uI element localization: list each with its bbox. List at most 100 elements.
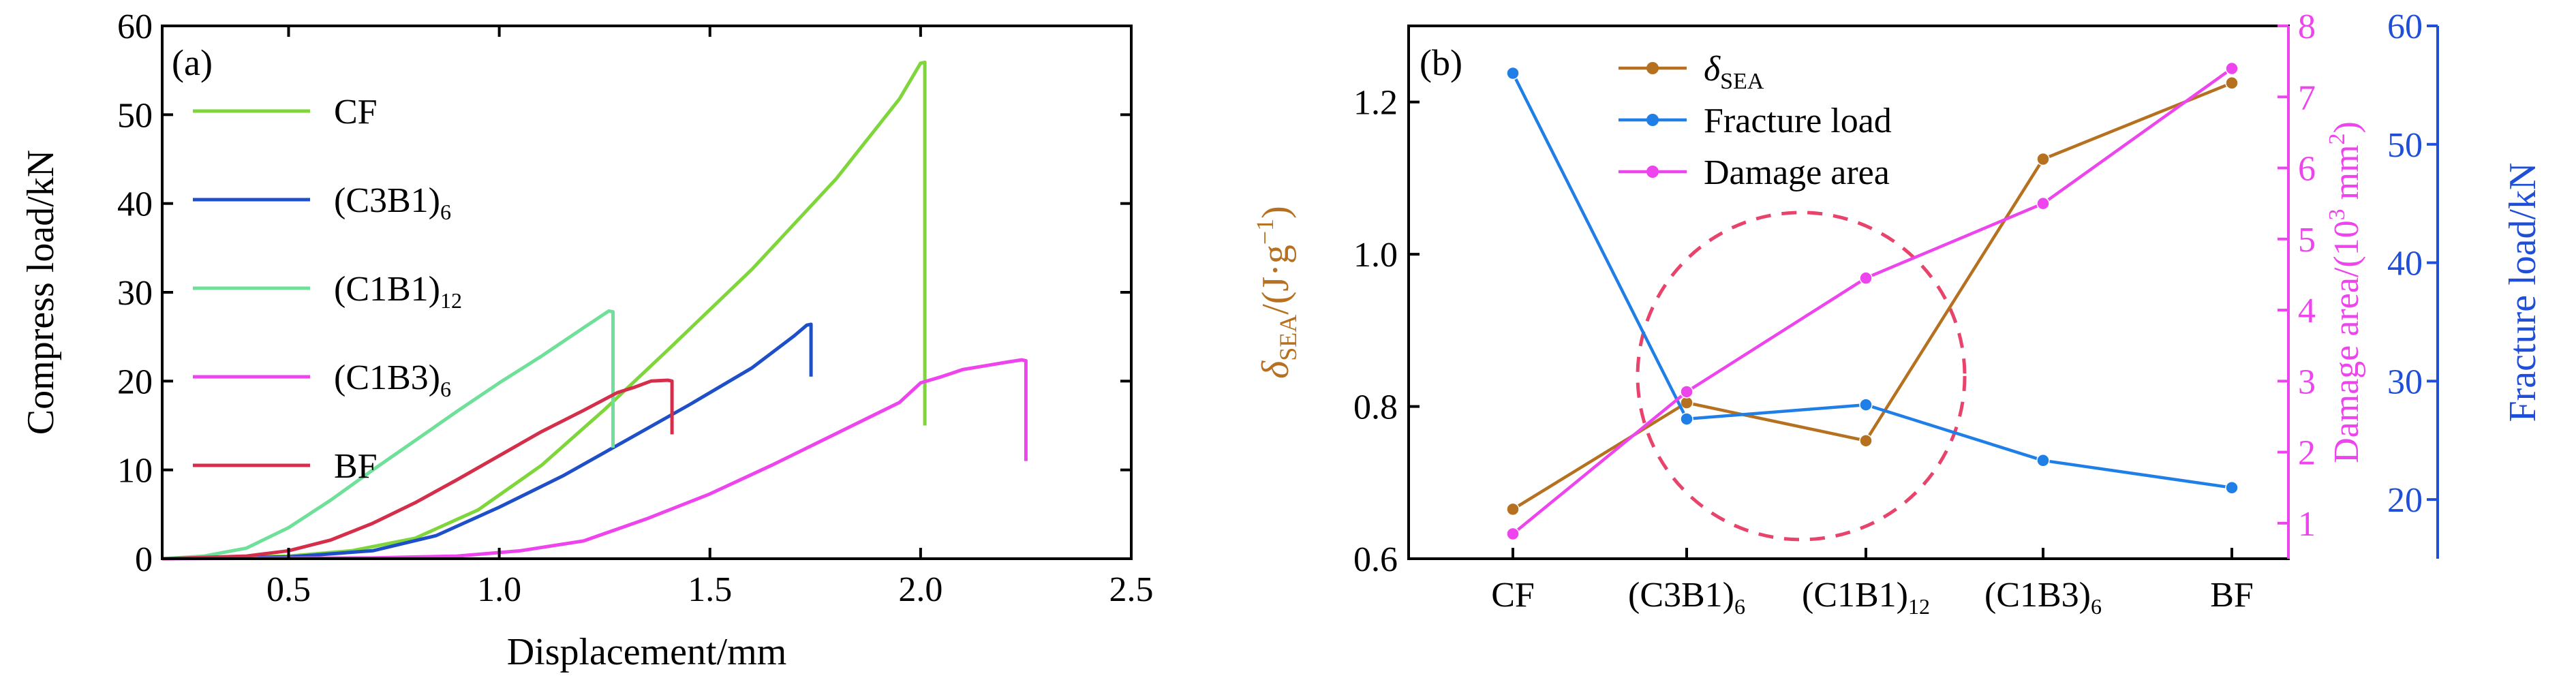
y-left-label-unit: /(J·g bbox=[1255, 245, 1297, 315]
panel-b-sea-damage-fracture-chart: CF (C3B1)6 (C1B1)12 (C1B3)6 BF0.60.81.01.212… bbox=[1251, 7, 2544, 619]
y-right1-tick-label: 6 bbox=[2298, 150, 2316, 189]
legend-label-1-main: (C3B1) bbox=[334, 181, 440, 220]
y-left-tick-label: 1.2 bbox=[1353, 84, 1398, 123]
y-right1-label-sup2: 2 bbox=[2325, 133, 2350, 144]
x-tick-label: 1.0 bbox=[477, 570, 521, 609]
y-left-label-sub: SEA bbox=[1274, 315, 1302, 361]
x-category-label: (C3B1)6 bbox=[1628, 576, 1745, 619]
y-right1-label-sup: 3 bbox=[2325, 208, 2350, 220]
y-tick-label: 10 bbox=[117, 452, 153, 491]
series-marker-1 bbox=[1859, 398, 1873, 412]
legend-label-2-main: (C1B1) bbox=[334, 270, 440, 309]
y-left-label-symbol: δ bbox=[1255, 360, 1297, 379]
legend-label-main: Damage area bbox=[1704, 153, 1890, 192]
x-category-label-sub: 12 bbox=[1908, 594, 1930, 619]
y-right2-axis-label: Fracture load/kN bbox=[2502, 163, 2544, 422]
x-category-label-main: CF bbox=[1491, 576, 1535, 615]
legend-label-3-main: (C1B3) bbox=[334, 358, 440, 397]
y-left-tick-label: 0.8 bbox=[1353, 388, 1398, 427]
x-category-label: (C1B3)6 bbox=[1984, 576, 2102, 619]
y-right1-tick-label: 1 bbox=[2298, 505, 2316, 544]
y-right1-label-unit: mm bbox=[2327, 144, 2366, 208]
x-tick-label: 2.0 bbox=[898, 570, 942, 609]
y-tick-label: 20 bbox=[117, 362, 153, 401]
x-category-label-main: (C1B3) bbox=[1984, 576, 2091, 615]
y-right2-tick-label: 60 bbox=[2387, 7, 2423, 46]
series-marker-1 bbox=[1506, 66, 1520, 80]
x-category-label: CF bbox=[1491, 576, 1535, 615]
legend-marker-0 bbox=[1646, 62, 1659, 74]
y-right1-axis-label: Damage area/(103 mm2) bbox=[2325, 121, 2366, 463]
series-line-4 bbox=[162, 378, 674, 561]
legend-marker-2 bbox=[1646, 166, 1659, 178]
legend-label-1: Fracture load bbox=[1704, 102, 1892, 140]
series-marker-1 bbox=[2036, 454, 2050, 467]
y-right2-tick-label: 30 bbox=[2387, 362, 2423, 401]
y-right1-tick-label: 7 bbox=[2298, 78, 2316, 117]
series-marker-2 bbox=[2036, 196, 2050, 211]
panel-a-compress-load-chart: 0.5 1.0 1.5 2.0 2.5 0 10 20 30 40 50 60 Displacement… bbox=[20, 7, 1154, 673]
legend-label-2: Damage area bbox=[1704, 153, 1890, 192]
x-category-label-main: (C1B1) bbox=[1802, 576, 1908, 615]
legend-label-3: (C1B3)6 bbox=[334, 358, 451, 401]
series-marker-0 bbox=[2036, 152, 2050, 166]
legend-marker-1 bbox=[1646, 114, 1659, 126]
y-axis-label: Compress load/kN bbox=[20, 150, 62, 435]
plot-frame bbox=[161, 25, 1133, 560]
y-left-tick-label: 0.6 bbox=[1353, 540, 1398, 579]
y-right1-tick-label: 8 bbox=[2298, 7, 2316, 46]
legend-label-4: BF bbox=[334, 447, 378, 486]
y-right2-tick-label: 50 bbox=[2387, 126, 2423, 165]
x-category-label: BF bbox=[2210, 576, 2254, 615]
legend-label-main: Fracture load bbox=[1704, 102, 1892, 140]
y-tick-label: 50 bbox=[117, 96, 153, 135]
x-tick-label: 1.5 bbox=[688, 570, 732, 609]
y-right1-label-text: Damage area/(10 bbox=[2327, 220, 2366, 463]
x-category-label-main: (C3B1) bbox=[1628, 576, 1734, 615]
y-left-tick-label: 1.0 bbox=[1353, 236, 1398, 275]
legend-label-0-main: CF bbox=[334, 93, 378, 132]
series-marker-0 bbox=[1859, 434, 1873, 448]
legend-label-main: δ bbox=[1704, 50, 1721, 89]
series-marker-1 bbox=[1680, 412, 1693, 426]
legend-label-3-sub: 6 bbox=[440, 377, 451, 401]
x-category-label: (C1B1)12 bbox=[1802, 576, 1930, 619]
y-left-axis-label: δSEA/(J·g−1) bbox=[1251, 206, 1302, 379]
y-right1-tick-label: 5 bbox=[2298, 221, 2316, 260]
y-left-label-close: ) bbox=[1255, 206, 1297, 219]
legend-label-2: (C1B1)12 bbox=[334, 270, 462, 313]
x-tick-label: 2.5 bbox=[1109, 570, 1154, 609]
y-right1-tick-label: 4 bbox=[2298, 292, 2316, 330]
legend-label-1-sub: 6 bbox=[440, 200, 451, 224]
x-axis-label: Displacement/mm bbox=[507, 631, 787, 673]
x-category-label-sub: 6 bbox=[1734, 594, 1745, 619]
series-marker-2 bbox=[2225, 61, 2239, 76]
legend-label-sub: SEA bbox=[1720, 69, 1764, 94]
legend-label-0: CF bbox=[334, 93, 378, 132]
series-line-3 bbox=[162, 358, 1028, 561]
y-tick-label: 30 bbox=[117, 274, 153, 313]
y-right1-tick-label: 2 bbox=[2298, 434, 2316, 473]
series-marker-0 bbox=[1506, 502, 1520, 516]
series-line-0 bbox=[162, 60, 927, 561]
y-right1-tick-label: 3 bbox=[2298, 362, 2316, 401]
series-marker-0 bbox=[2225, 76, 2239, 90]
legend-label-1: (C3B1)6 bbox=[334, 181, 451, 224]
panel-label-a: (a) bbox=[172, 42, 213, 83]
series-marker-2 bbox=[1859, 271, 1873, 285]
y-tick-label: 60 bbox=[117, 7, 153, 46]
series-line-1 bbox=[162, 322, 813, 561]
legend-label-0: δSEA bbox=[1704, 50, 1764, 94]
series-line-2 bbox=[162, 309, 615, 561]
legend-label-4-main: BF bbox=[334, 447, 378, 486]
x-tick-label: 0.5 bbox=[266, 570, 311, 609]
y-tick-label: 0 bbox=[135, 540, 153, 579]
y-tick-label: 40 bbox=[117, 185, 153, 224]
y-right2-tick-label: 40 bbox=[2387, 245, 2423, 283]
series-marker-1 bbox=[2225, 480, 2239, 495]
x-category-label-main: BF bbox=[2210, 576, 2254, 615]
series-marker-2 bbox=[1506, 527, 1520, 541]
x-category-label-sub: 6 bbox=[2091, 594, 2102, 619]
series-marker-2 bbox=[1680, 385, 1693, 399]
